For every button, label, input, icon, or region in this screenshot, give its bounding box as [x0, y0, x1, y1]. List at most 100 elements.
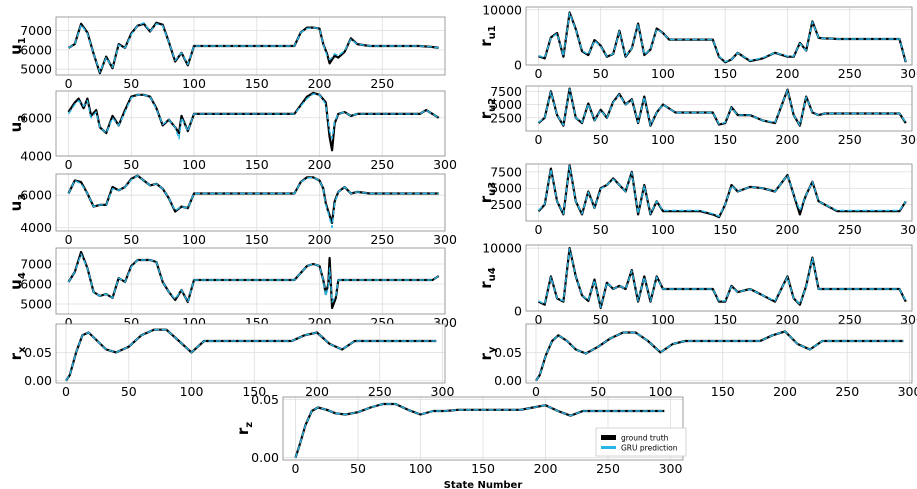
- x-tick-label: 200: [776, 222, 800, 237]
- x-tick-label: 0: [62, 384, 70, 399]
- y-tick-label: 6000: [20, 188, 52, 203]
- x-tick-label: 50: [123, 76, 139, 91]
- x-tick-label: 250: [838, 66, 862, 81]
- series-line-gru-prediction: [67, 174, 439, 229]
- x-tick-label: 50: [593, 222, 609, 237]
- x-tick-label: 200: [308, 232, 332, 247]
- gridlines: [526, 324, 912, 383]
- y-tick-label: 0: [514, 304, 522, 319]
- x-tick-label: 50: [123, 157, 139, 172]
- y-tick-label: 0: [514, 58, 522, 73]
- x-tick-label: 100: [409, 461, 433, 476]
- x-tick-label: 150: [471, 461, 495, 476]
- y-tick-label: 6000: [20, 110, 52, 125]
- gridlines: [56, 174, 446, 231]
- axes-frame: [525, 323, 913, 384]
- x-tick-label: 0: [534, 66, 542, 81]
- series-group: [294, 402, 665, 459]
- x-tick-label: 250: [835, 384, 859, 399]
- x-tick-label: 250: [368, 384, 392, 399]
- y-tick-label: 6000: [20, 277, 52, 292]
- y-axis-label: ru1: [477, 25, 498, 47]
- x-tick-label: 100: [182, 157, 206, 172]
- series-group: [537, 87, 907, 127]
- plot-area: [56, 91, 445, 156]
- axes-frame: [55, 323, 446, 384]
- y-tick-label: 7000: [20, 23, 52, 38]
- x-tick-label: 300: [433, 232, 457, 247]
- legend-ground-truth-label: ground truth: [621, 434, 669, 443]
- x-tick-label: 100: [182, 76, 206, 91]
- y-axis-label: ru3: [477, 182, 498, 204]
- x-tick-label: 50: [123, 232, 139, 247]
- x-tick-label: 50: [593, 312, 609, 327]
- x-tick-label: 250: [838, 222, 862, 237]
- x-tick-label: 50: [593, 66, 609, 81]
- x-tick-label: 150: [711, 384, 735, 399]
- x-tick-label: 300: [431, 384, 455, 399]
- y-axis-label: rx: [7, 346, 28, 360]
- x-tick-label: 100: [651, 222, 675, 237]
- series-group: [65, 328, 437, 382]
- legend-ground-truth-swatch: [601, 435, 616, 440]
- series-line-gru-prediction: [538, 12, 907, 63]
- x-tick-label: 100: [651, 66, 675, 81]
- x-tick-label: 0: [65, 232, 73, 247]
- x-tick-label: 200: [776, 132, 800, 147]
- y-tick-label: 5000: [20, 297, 52, 312]
- y-tick-label: 7500: [490, 164, 522, 179]
- plot-area: [526, 164, 912, 221]
- x-tick-label: 200: [308, 157, 332, 172]
- series-line-gru-prediction: [68, 22, 439, 73]
- series-group: [67, 21, 439, 75]
- axes-frame: [525, 6, 913, 66]
- x-tick-label: 50: [593, 132, 609, 147]
- y-tick-label: 7500: [490, 84, 522, 99]
- y-tick-label: 5000: [490, 181, 522, 196]
- x-tick-label: 50: [121, 384, 137, 399]
- y-tick-label: 0.05: [251, 392, 279, 407]
- series-line-gru-prediction: [538, 88, 907, 126]
- y-axis-label: u2: [7, 115, 28, 133]
- x-axis-label: State Number: [444, 480, 523, 489]
- series-group: [67, 174, 439, 229]
- series-group: [67, 250, 440, 310]
- x-tick-label: 150: [245, 76, 269, 91]
- legend-prediction-label: GRU prediction: [621, 444, 678, 453]
- x-tick-label: 200: [773, 384, 797, 399]
- x-tick-label: 150: [245, 157, 269, 172]
- x-tick-label: 300: [900, 222, 917, 237]
- gridlines: [56, 17, 445, 75]
- y-tick-label: 0.00: [24, 373, 52, 388]
- x-tick-label: 250: [596, 461, 620, 476]
- x-tick-label: 0: [534, 132, 542, 147]
- x-tick-label: 200: [305, 384, 329, 399]
- x-tick-label: 300: [900, 312, 917, 327]
- legend: ground truth GRU prediction: [595, 427, 687, 457]
- x-tick-label: 100: [651, 312, 675, 327]
- gridlines: [56, 324, 445, 383]
- x-tick-label: 300: [900, 66, 917, 81]
- x-tick-label: 300: [900, 132, 917, 147]
- y-tick-label: 2500: [490, 197, 522, 212]
- x-tick-label: 0: [65, 76, 73, 91]
- series-line-gru-prediction: [538, 248, 907, 308]
- x-tick-label: 150: [713, 312, 737, 327]
- series-line-gru-prediction: [65, 329, 437, 382]
- y-tick-label: 2500: [490, 110, 522, 125]
- x-tick-label: 150: [242, 384, 266, 399]
- x-tick-label: 300: [898, 384, 917, 399]
- y-axis-label: ru4: [477, 267, 498, 289]
- x-tick-label: 200: [534, 461, 558, 476]
- y-tick-label: 5000: [20, 62, 52, 77]
- plot-area: [56, 324, 445, 383]
- x-tick-label: 150: [713, 66, 737, 81]
- y-tick-label: 6000: [20, 42, 52, 57]
- y-tick-label: 7000: [20, 257, 52, 272]
